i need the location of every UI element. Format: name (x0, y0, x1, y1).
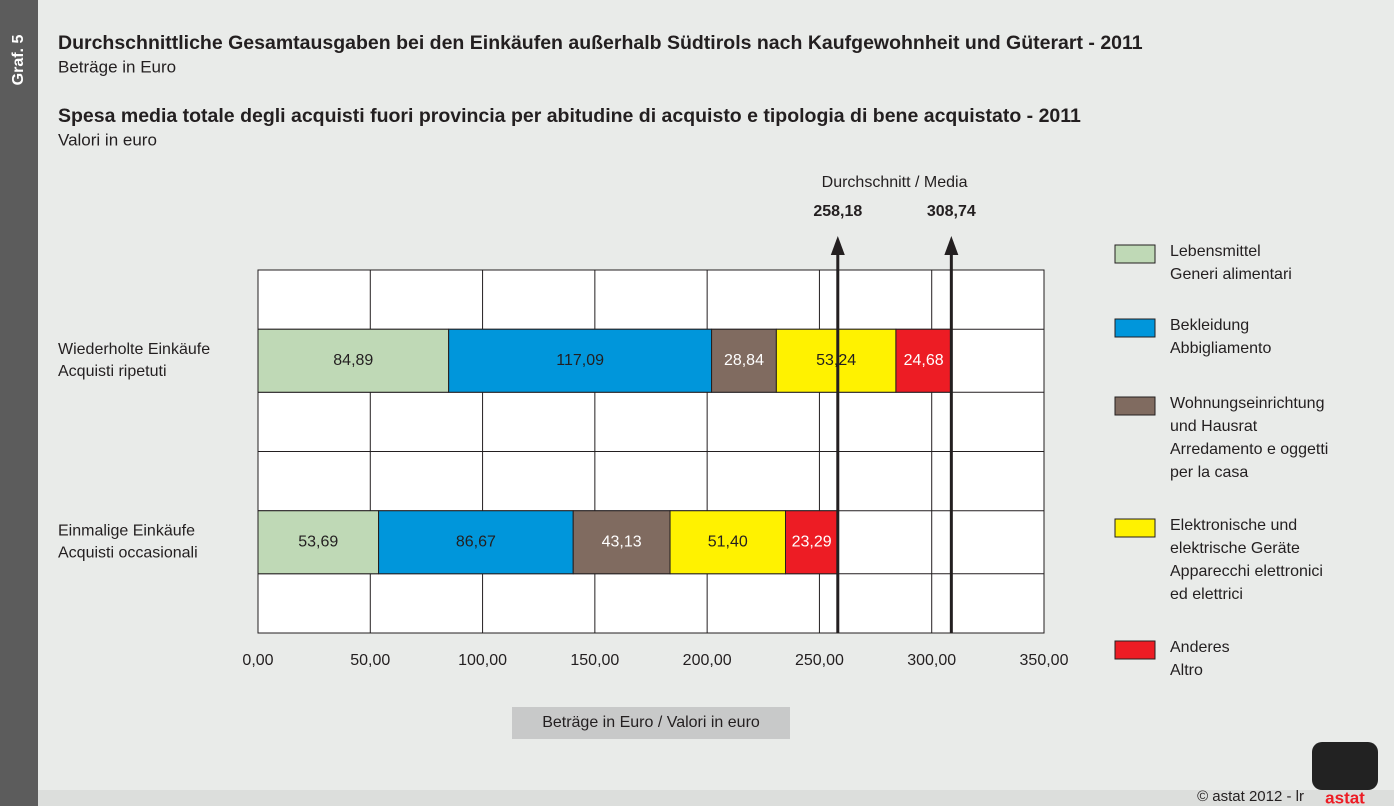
x-tick-label: 350,00 (1020, 652, 1069, 669)
category-label: Acquisti occasionali (58, 544, 198, 561)
legend-label: Arredamento e oggetti (1170, 441, 1328, 458)
legend-label: Abbigliamento (1170, 340, 1272, 357)
graph-label: Graf. 5 (10, 35, 27, 86)
value-label: 43,13 (602, 533, 642, 550)
category-label: Wiederholte Einkäufe (58, 341, 210, 358)
legend-swatch (1114, 640, 1156, 660)
bar-segment (257, 328, 450, 393)
legend-swatch (1114, 518, 1156, 538)
legend-label: Elektronische und (1170, 517, 1297, 534)
value-label: 53,69 (298, 533, 338, 550)
chart-title-it: Spesa media totale degli acquisti fuori … (58, 105, 1081, 127)
legend-label: elektrische Geräte (1170, 540, 1300, 557)
logo: astat (1312, 742, 1378, 806)
legend-swatch (1114, 396, 1156, 416)
x-tick-label: 200,00 (683, 652, 732, 669)
value-label: 51,40 (708, 533, 748, 550)
x-tick-label: 100,00 (458, 652, 507, 669)
legend-label: ed elettrici (1170, 586, 1243, 603)
category-label: Acquisti ripetuti (58, 363, 167, 380)
chart-subtitle-it: Valori in euro (58, 130, 157, 149)
average-arrow (830, 236, 845, 255)
bar-segment (448, 328, 713, 393)
chart-title: Durchschnittliche Gesamtausgaben bei den… (58, 32, 1143, 54)
bar-segment (775, 328, 897, 393)
footer-band (38, 790, 1394, 806)
value-label: 84,89 (333, 352, 373, 369)
x-label-box (512, 707, 790, 739)
copyright: © astat 2012 - lr (1197, 788, 1304, 805)
legend-label: Lebensmittel (1170, 243, 1261, 260)
value-label: 28,84 (724, 352, 764, 369)
value-label: 24,68 (904, 352, 944, 369)
bar-segment (257, 510, 380, 575)
category-label: Einmalige Einkäufe (58, 522, 195, 539)
average-arrow (944, 236, 959, 255)
legend-swatch (1114, 318, 1156, 338)
side-strip (0, 0, 38, 806)
legend-label: Bekleidung (1170, 317, 1249, 334)
x-axis-label: Beträge in Euro / Valori in euro (542, 714, 760, 731)
legend-label: Wohnungseinrichtung (1170, 395, 1324, 412)
x-tick-label: 150,00 (570, 652, 619, 669)
bar-segment (572, 510, 671, 575)
legend-label: Anderes (1170, 639, 1230, 656)
value-label: 53,24 (816, 352, 856, 369)
x-tick-label: 300,00 (907, 652, 956, 669)
legend-swatch (1114, 244, 1156, 264)
bar-segment (669, 510, 786, 575)
legend-label: Generi alimentari (1170, 266, 1292, 283)
legend-label: und Hausrat (1170, 418, 1258, 435)
value-label: 117,09 (556, 352, 604, 369)
value-label: 86,67 (456, 533, 496, 550)
average-label: 308,74 (927, 203, 976, 220)
average-label: 258,18 (813, 203, 862, 220)
legend-label: Apparecchi elettronici (1170, 563, 1323, 580)
x-tick-label: 0,00 (242, 652, 273, 669)
x-tick-label: 250,00 (795, 652, 844, 669)
value-label: 23,29 (792, 533, 832, 550)
chart-subtitle: Beträge in Euro (58, 57, 176, 76)
logo-shape (1312, 742, 1378, 790)
average-title: Durchschnitt / Media (822, 174, 968, 191)
x-tick-label: 50,00 (350, 652, 390, 669)
logo-text: astat (1325, 788, 1365, 806)
legend-label: Altro (1170, 662, 1203, 679)
legend-label: per la casa (1170, 464, 1248, 481)
bar-segment (784, 510, 839, 575)
